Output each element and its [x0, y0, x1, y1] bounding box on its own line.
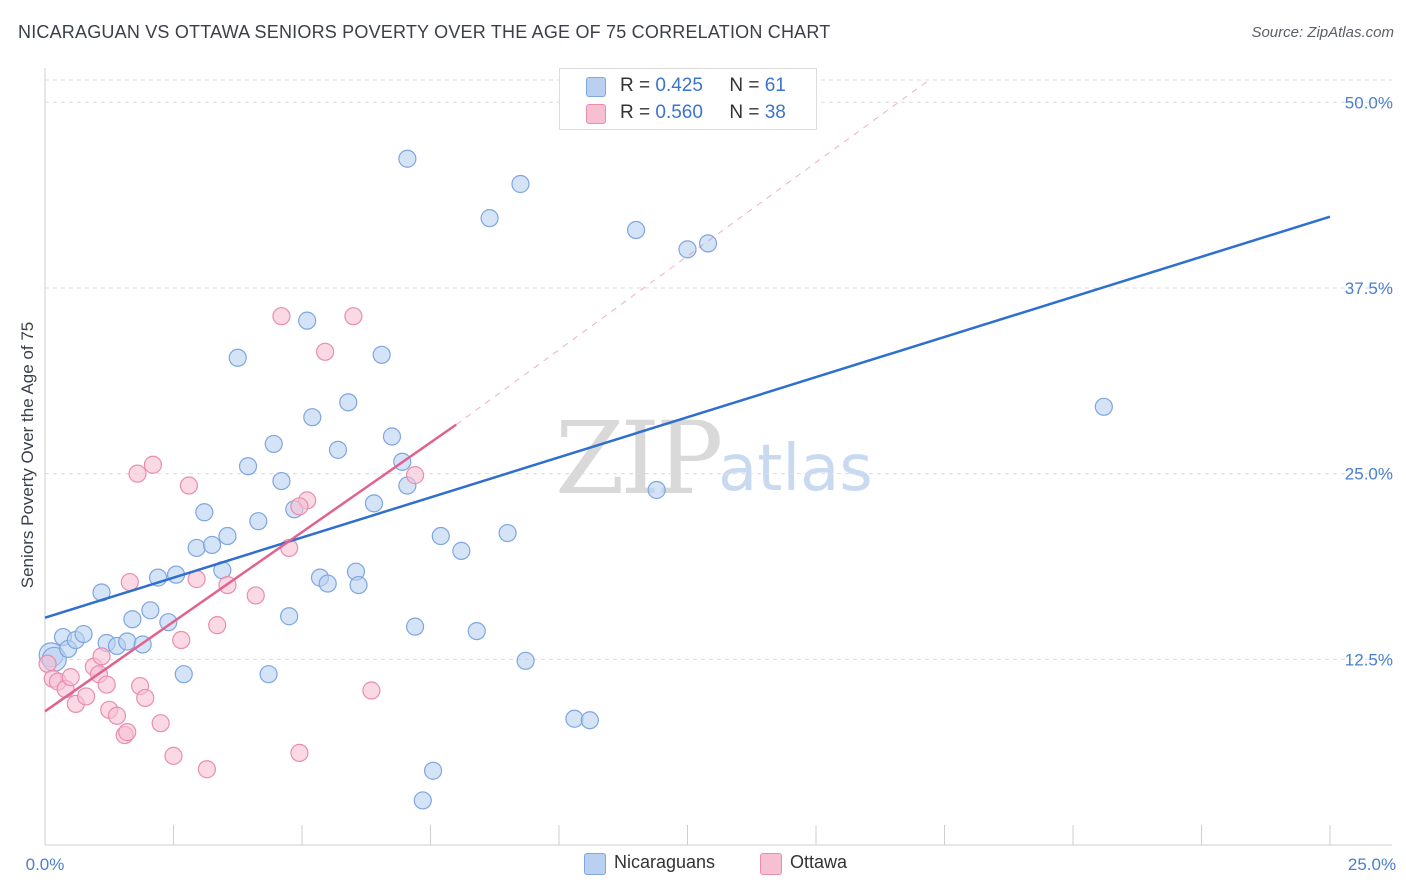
point-nicaraguans	[272, 471, 291, 491]
point-nicaraguans	[118, 632, 137, 651]
point-nicaraguans	[141, 601, 160, 620]
correlation-legend: R = 0.425 N = 61 R = 0.560 N = 38	[559, 68, 817, 130]
point-nicaraguans	[580, 711, 599, 730]
point-nicaraguans	[195, 503, 214, 522]
point-ottawa	[151, 714, 170, 733]
point-ottawa	[118, 723, 137, 742]
point-nicaraguans	[516, 651, 535, 670]
point-nicaraguans	[187, 538, 206, 558]
trend-ext-ottawa	[455, 79, 930, 426]
point-ottawa	[272, 307, 291, 326]
legend-swatch-pink	[586, 104, 606, 124]
point-nicaraguans	[405, 617, 425, 636]
point-nicaraguans	[452, 541, 471, 560]
watermark-atlas: atlas	[718, 432, 873, 506]
legend-swatch-blue	[584, 853, 606, 875]
legend-swatch-pink	[760, 853, 782, 875]
point-nicaraguans	[565, 709, 584, 728]
point-ottawa	[97, 675, 116, 694]
legend-n-label: N =	[729, 75, 760, 96]
point-nicaraguans	[202, 535, 222, 555]
point-ottawa	[61, 668, 80, 687]
legend-n-label: N =	[729, 102, 760, 123]
point-nicaraguans	[298, 311, 317, 330]
point-nicaraguans	[511, 174, 530, 194]
point-ottawa	[172, 630, 191, 650]
point-ottawa	[136, 688, 155, 708]
point-ottawa	[128, 464, 147, 483]
point-nicaraguans	[280, 607, 299, 626]
point-nicaraguans	[249, 512, 268, 531]
x-tick-label: 0.0%	[26, 855, 65, 874]
trendline-ottawa	[44, 423, 457, 713]
point-nicaraguans	[413, 791, 432, 810]
point-nicaraguans	[698, 234, 718, 253]
point-nicaraguans	[328, 440, 348, 459]
point-ottawa	[246, 586, 265, 605]
legend-n-value: 38	[764, 102, 786, 123]
point-ottawa	[290, 743, 309, 763]
point-ottawa	[290, 497, 309, 516]
point-nicaraguans	[364, 494, 384, 513]
point-nicaraguans	[647, 480, 666, 500]
point-ottawa	[405, 466, 425, 485]
y-tick-label: 37.5%	[1345, 279, 1393, 298]
point-nicaraguans	[259, 665, 278, 684]
point-ottawa	[120, 572, 139, 592]
legend-r-value: 0.560	[655, 102, 703, 123]
point-nicaraguans	[174, 665, 193, 684]
x-tick-label: 25.0%	[1348, 855, 1396, 874]
legend-r-label: R =	[620, 75, 651, 96]
point-nicaraguans	[74, 624, 93, 644]
point-ottawa	[92, 647, 111, 666]
point-ottawa	[316, 342, 335, 361]
point-nicaraguans	[467, 621, 486, 641]
point-nicaraguans	[423, 761, 443, 780]
source-label: Source: ZipAtlas.com	[1251, 24, 1394, 41]
point-ottawa	[143, 455, 163, 474]
legend-label-nicaraguans: Nicaraguans	[614, 852, 716, 872]
legend-r-label: R =	[620, 102, 651, 123]
y-tick-label: 25.0%	[1345, 465, 1393, 484]
point-nicaraguans	[626, 220, 646, 240]
point-nicaraguans	[264, 434, 283, 454]
point-ottawa	[164, 746, 183, 765]
point-nicaraguans	[678, 240, 697, 259]
point-nicaraguans	[238, 457, 258, 476]
point-nicaraguans	[382, 427, 402, 446]
point-nicaraguans	[480, 209, 499, 228]
point-ottawa	[77, 687, 96, 706]
point-ottawa	[179, 476, 199, 495]
point-nicaraguans	[431, 526, 450, 546]
legend-n-value: 61	[764, 75, 786, 96]
point-ottawa	[107, 706, 127, 725]
point-nicaraguans	[339, 393, 358, 412]
point-nicaraguans	[228, 348, 247, 367]
point-nicaraguans	[303, 408, 322, 427]
y-tick-label: 12.5%	[1345, 650, 1393, 669]
point-nicaraguans	[218, 526, 237, 546]
legend-swatch-blue	[586, 77, 606, 97]
chart-title: NICARAGUAN VS OTTAWA SENIORS POVERTY OVE…	[18, 22, 831, 42]
point-nicaraguans	[498, 523, 517, 543]
point-nicaraguans	[318, 574, 337, 593]
legend-r-value: 0.425	[655, 75, 703, 96]
point-ottawa	[197, 760, 217, 779]
watermark-zip: ZIP	[555, 400, 723, 517]
y-tick-label: 50.0%	[1345, 93, 1393, 112]
point-ottawa	[208, 616, 227, 635]
point-nicaraguans	[349, 575, 368, 595]
point-nicaraguans	[372, 345, 391, 364]
point-ottawa	[344, 307, 363, 326]
point-nicaraguans	[123, 610, 142, 629]
point-nicaraguans	[1094, 397, 1113, 416]
point-nicaraguans	[398, 149, 417, 168]
point-ottawa	[362, 681, 381, 700]
point-nicaraguans	[159, 613, 178, 632]
trendline-nicaraguans	[44, 215, 1331, 619]
legend-label-ottawa: Ottawa	[790, 852, 848, 872]
